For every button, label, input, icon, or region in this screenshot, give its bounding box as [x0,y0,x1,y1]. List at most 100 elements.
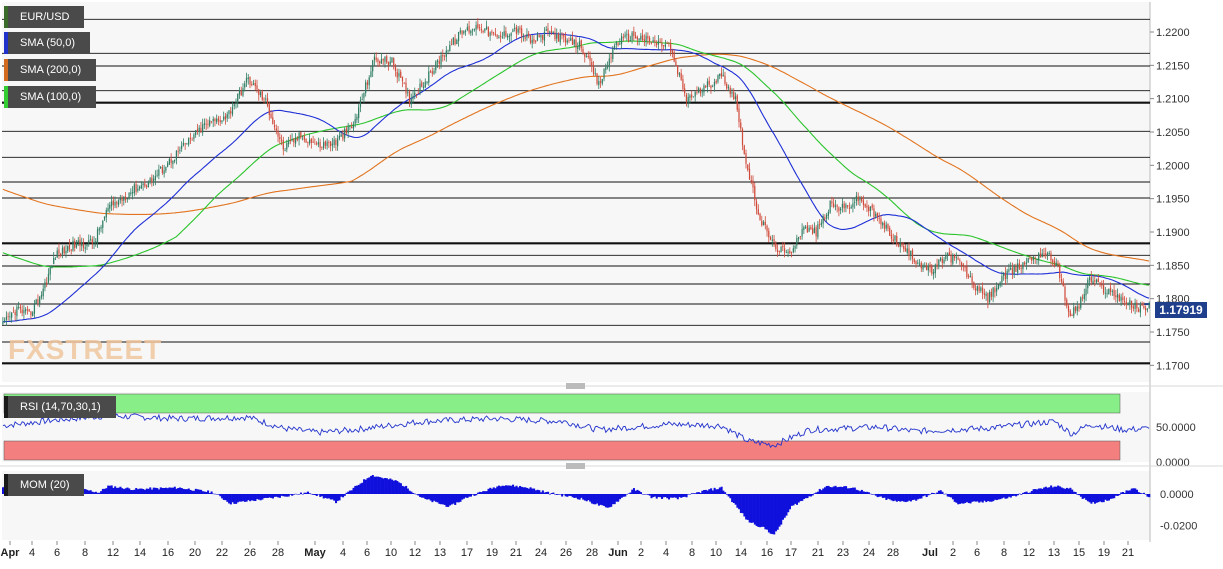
mom-bar [753,494,756,525]
candle-body [417,93,419,95]
mom-bar [627,493,630,494]
candle [252,79,255,86]
candle-body [1046,253,1049,257]
x-tick-label: 8 [689,547,695,559]
candle [785,249,787,254]
mom-panel [2,471,1150,540]
mom-bar [459,494,462,502]
candle-body [1104,292,1106,294]
mom-bar [182,488,185,494]
mom-bar [624,494,627,497]
candle-body [792,248,794,253]
candle-body [470,30,472,34]
candle-body [130,192,132,194]
mom-bar [590,494,593,504]
legend-sma50[interactable]: SMA (50,0) [4,32,90,54]
candle-body [419,83,421,93]
mom-bar [340,494,343,497]
candle [1069,309,1071,317]
mom-bar [466,494,469,498]
candle-body [189,137,192,140]
legend-eurusd[interactable]: EUR/USD [4,6,84,28]
candle [493,31,495,36]
candle [212,116,214,128]
candle-body [734,96,737,100]
candle [14,309,16,321]
price-panel [2,2,1150,382]
candle [123,196,125,206]
mom-bar [578,494,581,500]
price-tick-label: 1.2150 [1156,60,1190,72]
candle [664,39,666,50]
mom-bar [557,494,560,495]
candle [852,198,854,213]
candle [1139,301,1141,318]
candle [829,200,831,214]
candle [1134,298,1136,315]
mom-bar [1022,492,1025,494]
candle-body [713,81,716,86]
candle [119,194,121,204]
candle-body [380,58,383,64]
legend-sma100[interactable]: SMA (100,0) [4,86,96,108]
candle-body [67,245,69,252]
legend-rsi[interactable]: RSI (14,70,30,1) [4,396,116,418]
candle [167,161,169,168]
candle [733,88,735,101]
candle-body [464,30,467,32]
candle-body [654,40,656,43]
mom-bar [268,494,271,498]
candle-body [422,86,425,89]
mom-bar [210,491,213,494]
candle [566,38,568,45]
candle-body [794,246,796,249]
candle [869,206,872,217]
mom-bar [916,494,919,500]
candle-body [871,205,873,208]
mom-bar [1069,487,1072,494]
candle-body [962,264,964,266]
candle-body [152,178,155,182]
candle-body [1134,302,1136,309]
candle-body [214,118,216,122]
candle [182,138,185,147]
mom-bar [1123,492,1126,494]
mom-bar [1100,494,1103,503]
legend-mom[interactable]: MOM (20) [4,474,84,496]
candle [19,303,22,314]
candle-body [1050,253,1052,261]
candle-body [352,124,355,129]
mom-bar [86,489,89,494]
candle [251,81,253,87]
candle [68,239,71,253]
mom-bar [885,494,888,500]
candle-body [349,126,351,128]
mom-bar [1146,494,1149,497]
mom-bar [832,486,835,494]
candle-body [473,29,475,31]
candle-body [820,222,822,225]
mom-bar [1148,494,1151,498]
candle-body [96,229,99,243]
candle-body [389,61,391,65]
candle [124,192,127,203]
legend-sma200[interactable]: SMA (200,0) [4,59,96,81]
candle-body [429,71,432,73]
candle [636,35,638,46]
mom-bar [787,494,790,513]
mom-bar [505,485,508,494]
candle [1022,262,1024,274]
mom-bar [336,494,339,501]
candle [1118,293,1120,302]
mom-bar [683,494,686,497]
candle [1122,292,1124,304]
mom-bar [969,494,972,504]
candle [648,35,651,45]
candle [873,204,875,222]
candle [1059,262,1061,283]
candle [46,277,48,288]
candle-body [1052,259,1054,263]
candle [556,28,558,44]
candle-body [328,142,330,144]
candle-body [873,208,875,217]
